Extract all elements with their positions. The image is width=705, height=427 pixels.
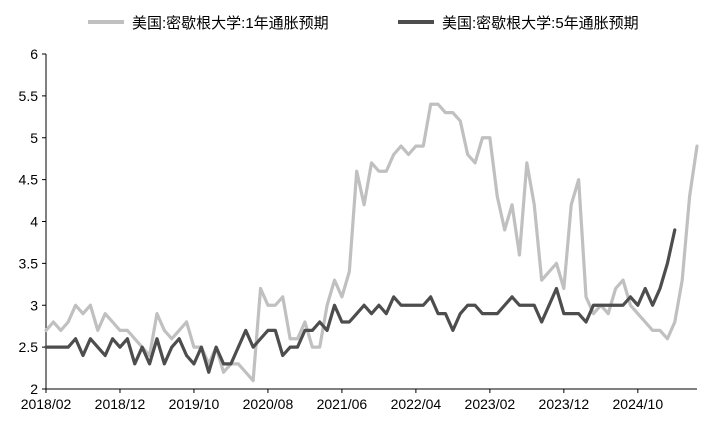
x-tick-label: 2019/10	[169, 396, 220, 412]
legend-label-1yr: 美国:密歇根大学:1年通胀预期	[132, 14, 329, 32]
series-line-5yr	[44, 228, 677, 374]
y-tick-label: 2	[30, 381, 38, 397]
y-tick-label: 4.5	[19, 172, 39, 188]
y-tick-label: 3	[30, 297, 38, 313]
x-tick-label: 2022/04	[391, 396, 442, 412]
x-tick-label: 2018/12	[95, 396, 146, 412]
x-tick-label: 2021/06	[317, 396, 368, 412]
x-tick-label: 2023/02	[465, 396, 516, 412]
x-tick-label: 2024/10	[613, 396, 664, 412]
axes: 2 2.5 3 3.5 4 4.5 5 5.5 6 2018/02 2018/12 2019/10 20…	[19, 46, 697, 412]
y-tick-label: 4	[30, 214, 38, 230]
y-tick-label: 5	[30, 130, 38, 146]
y-tick-label: 3.5	[19, 255, 39, 271]
legend-swatch-5yr	[398, 20, 434, 24]
x-tick-label: 2023/12	[539, 396, 590, 412]
legend-item-5yr: 美国:密歇根大学:5年通胀预期	[398, 8, 639, 36]
legend-swatch-1yr	[88, 20, 124, 24]
legend: 美国:密歇根大学:1年通胀预期 美国:密歇根大学:5年通胀预期	[0, 8, 705, 36]
y-tick-label: 2.5	[19, 339, 39, 355]
x-tick-label: 2018/02	[21, 396, 72, 412]
series-line-1yr	[44, 102, 699, 383]
y-tick-label: 6	[30, 46, 38, 62]
y-tick-label: 5.5	[19, 88, 39, 104]
legend-item-1yr: 美国:密歇根大学:1年通胀预期	[88, 8, 329, 36]
x-tick-label: 2020/08	[243, 396, 294, 412]
legend-label-5yr: 美国:密歇根大学:5年通胀预期	[442, 14, 639, 32]
series-layer	[44, 102, 699, 383]
